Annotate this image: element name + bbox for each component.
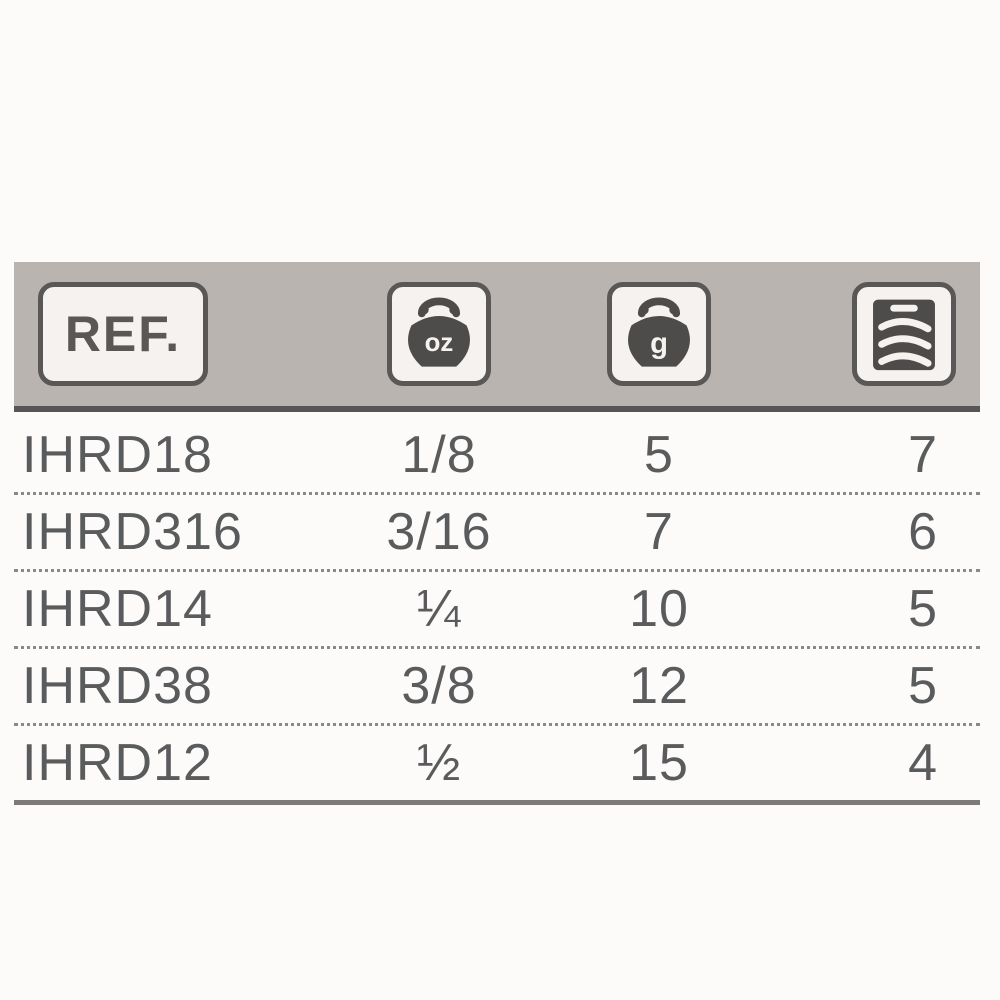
- ref-label: REF.: [38, 282, 208, 386]
- cell-pack: 6: [754, 502, 980, 562]
- svg-text:oz: oz: [425, 329, 454, 357]
- table-row: IHRD18 1/8 5 7: [14, 418, 980, 495]
- cell-grams: 12: [564, 656, 754, 716]
- cell-grams: 7: [564, 502, 754, 562]
- cell-grams: 10: [564, 579, 754, 639]
- header-cell-pack: [754, 282, 980, 386]
- cell-ref: IHRD316: [14, 502, 314, 562]
- header-cell-ref: REF.: [14, 282, 314, 386]
- table-row: IHRD38 3/8 12 5: [14, 649, 980, 726]
- table-header: REF. oz: [14, 262, 980, 412]
- weight-oz-icon: oz: [387, 282, 491, 386]
- cell-grams: 15: [564, 733, 754, 793]
- cell-ref: IHRD38: [14, 656, 314, 716]
- cell-pack: 5: [754, 656, 980, 716]
- cell-oz: 1/8: [314, 425, 564, 485]
- table-row: IHRD316 3/16 7 6: [14, 495, 980, 572]
- table-body: IHRD18 1/8 5 7 IHRD316 3/16 7 6 IHRD14 ¼…: [14, 418, 980, 805]
- cell-pack: 5: [754, 579, 980, 639]
- table-row: IHRD12 ½ 15 4: [14, 726, 980, 805]
- spec-table-page: REF. oz: [0, 0, 1000, 1000]
- pack-icon: [852, 282, 956, 386]
- cell-oz: ½: [314, 733, 564, 793]
- weight-g-icon: g: [607, 282, 711, 386]
- cell-oz: 3/8: [314, 656, 564, 716]
- cell-oz: ¼: [314, 579, 564, 639]
- table-row: IHRD14 ¼ 10 5: [14, 572, 980, 649]
- cell-ref: IHRD18: [14, 425, 314, 485]
- cell-ref: IHRD14: [14, 579, 314, 639]
- cell-oz: 3/16: [314, 502, 564, 562]
- cell-grams: 5: [564, 425, 754, 485]
- svg-text:g: g: [650, 328, 668, 360]
- cell-ref: IHRD12: [14, 733, 314, 793]
- cell-pack: 4: [754, 733, 980, 793]
- header-cell-grams: g: [564, 282, 754, 386]
- header-cell-oz: oz: [314, 282, 564, 386]
- cell-pack: 7: [754, 425, 980, 485]
